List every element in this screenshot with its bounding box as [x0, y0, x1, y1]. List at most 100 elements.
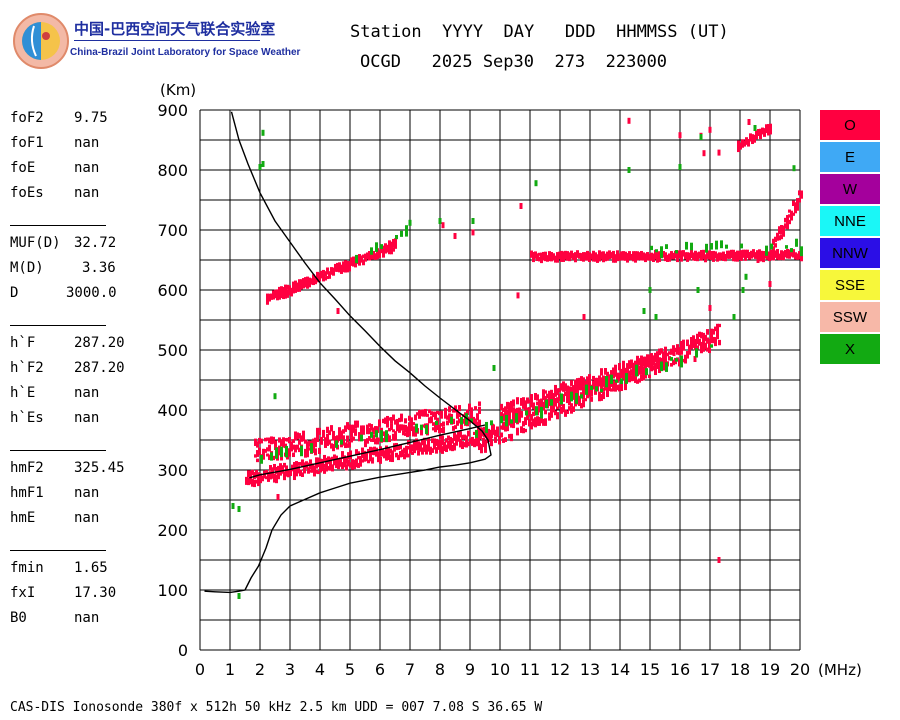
echo-point: [455, 439, 458, 445]
echo-point: [508, 419, 511, 423]
echo-point: [443, 447, 446, 452]
echo-point: [245, 478, 248, 485]
footer-info: CAS-DIS Ionosonde 380f x 512h 50 kHz 2.5…: [10, 700, 543, 715]
echo-point: [642, 361, 645, 367]
echo-point: [490, 420, 493, 426]
echo-point: [562, 256, 565, 262]
echo-point: [472, 417, 475, 424]
echo-point: [602, 381, 605, 387]
echo-point: [538, 408, 541, 413]
echo-point: [346, 422, 349, 430]
echo-point: [522, 397, 525, 405]
echo-point: [590, 390, 593, 397]
echo-point: [354, 420, 357, 429]
echo-point: [349, 450, 352, 459]
echo-point: [741, 139, 744, 147]
echo-point: [316, 430, 319, 439]
echo-point: [544, 251, 547, 260]
echo-point: [740, 253, 743, 261]
echo-point: [398, 424, 401, 430]
echo-point: [266, 447, 269, 452]
echo-point: [738, 250, 741, 258]
echo-point: [459, 431, 462, 438]
echo-point: [478, 442, 481, 451]
echo-point: [502, 438, 505, 443]
y-tick-label: 900: [157, 101, 188, 120]
echo-point: [294, 433, 297, 441]
param-label: h`F: [10, 335, 36, 351]
echo-point: [642, 308, 646, 314]
echo-point: [278, 294, 281, 300]
echo-point: [304, 439, 307, 444]
echo-point: [756, 257, 760, 263]
echo-point: [556, 388, 559, 396]
echo-point: [287, 469, 290, 478]
echo-point: [786, 219, 789, 227]
echo-point: [776, 254, 779, 259]
echo-point: [402, 427, 405, 431]
echo-point: [750, 250, 753, 259]
echo-point: [314, 448, 317, 456]
echo-point: [570, 250, 573, 259]
echo-point: [308, 440, 311, 445]
echo-point: [614, 368, 617, 374]
x-tick-label: 11: [520, 660, 540, 679]
echo-point: [792, 252, 795, 258]
echo-point: [622, 360, 625, 368]
echo-point: [309, 469, 312, 473]
echo-point: [714, 326, 717, 332]
echo-point: [423, 444, 426, 452]
echo-point: [290, 289, 293, 295]
echo-point: [267, 476, 270, 482]
separator: [10, 550, 106, 551]
echo-point: [668, 356, 671, 361]
echo-point: [562, 394, 565, 399]
echo-point: [421, 439, 424, 446]
echo-point: [454, 406, 457, 411]
echo-point: [490, 430, 493, 439]
echo-point: [467, 441, 470, 447]
echo-point: [560, 250, 563, 259]
echo-point: [738, 255, 741, 261]
echo-point: [391, 456, 394, 461]
echo-point: [696, 287, 700, 293]
echo-point: [480, 430, 483, 437]
echo-point: [308, 277, 311, 283]
echo-point: [616, 253, 619, 262]
echo-point: [580, 394, 583, 399]
param-value: 3000.0: [66, 285, 117, 301]
echo-point: [415, 444, 418, 450]
echo-point: [379, 446, 382, 451]
echo-point: [366, 428, 369, 435]
echo-point: [628, 364, 631, 369]
echo-point: [473, 438, 476, 444]
echo-point: [530, 398, 533, 406]
echo-point: [585, 384, 588, 395]
echo-point: [492, 365, 496, 371]
echo-point: [606, 373, 609, 378]
echo-point: [377, 457, 380, 462]
echo-point: [300, 282, 303, 289]
echo-point: [542, 418, 545, 426]
echo-point: [447, 435, 450, 441]
echo-point: [429, 446, 432, 452]
echo-point: [449, 436, 452, 445]
echo-point: [337, 463, 340, 470]
echo-point: [280, 439, 283, 447]
param-value: 325.45: [74, 460, 125, 476]
echo-point: [478, 431, 481, 437]
echo-point: [237, 506, 241, 512]
echo-point: [378, 250, 381, 254]
echo-point: [728, 253, 731, 259]
echo-point: [630, 364, 633, 369]
echo-point: [620, 383, 623, 392]
echo-point: [449, 443, 452, 451]
echo-point: [397, 455, 400, 461]
echo-point: [292, 439, 295, 443]
echo-point: [412, 422, 415, 426]
echo-point: [384, 243, 387, 250]
x-tick-label: 3: [285, 660, 295, 679]
echo-point: [443, 441, 446, 449]
echo-point: [408, 415, 411, 421]
echo-point: [560, 393, 563, 405]
